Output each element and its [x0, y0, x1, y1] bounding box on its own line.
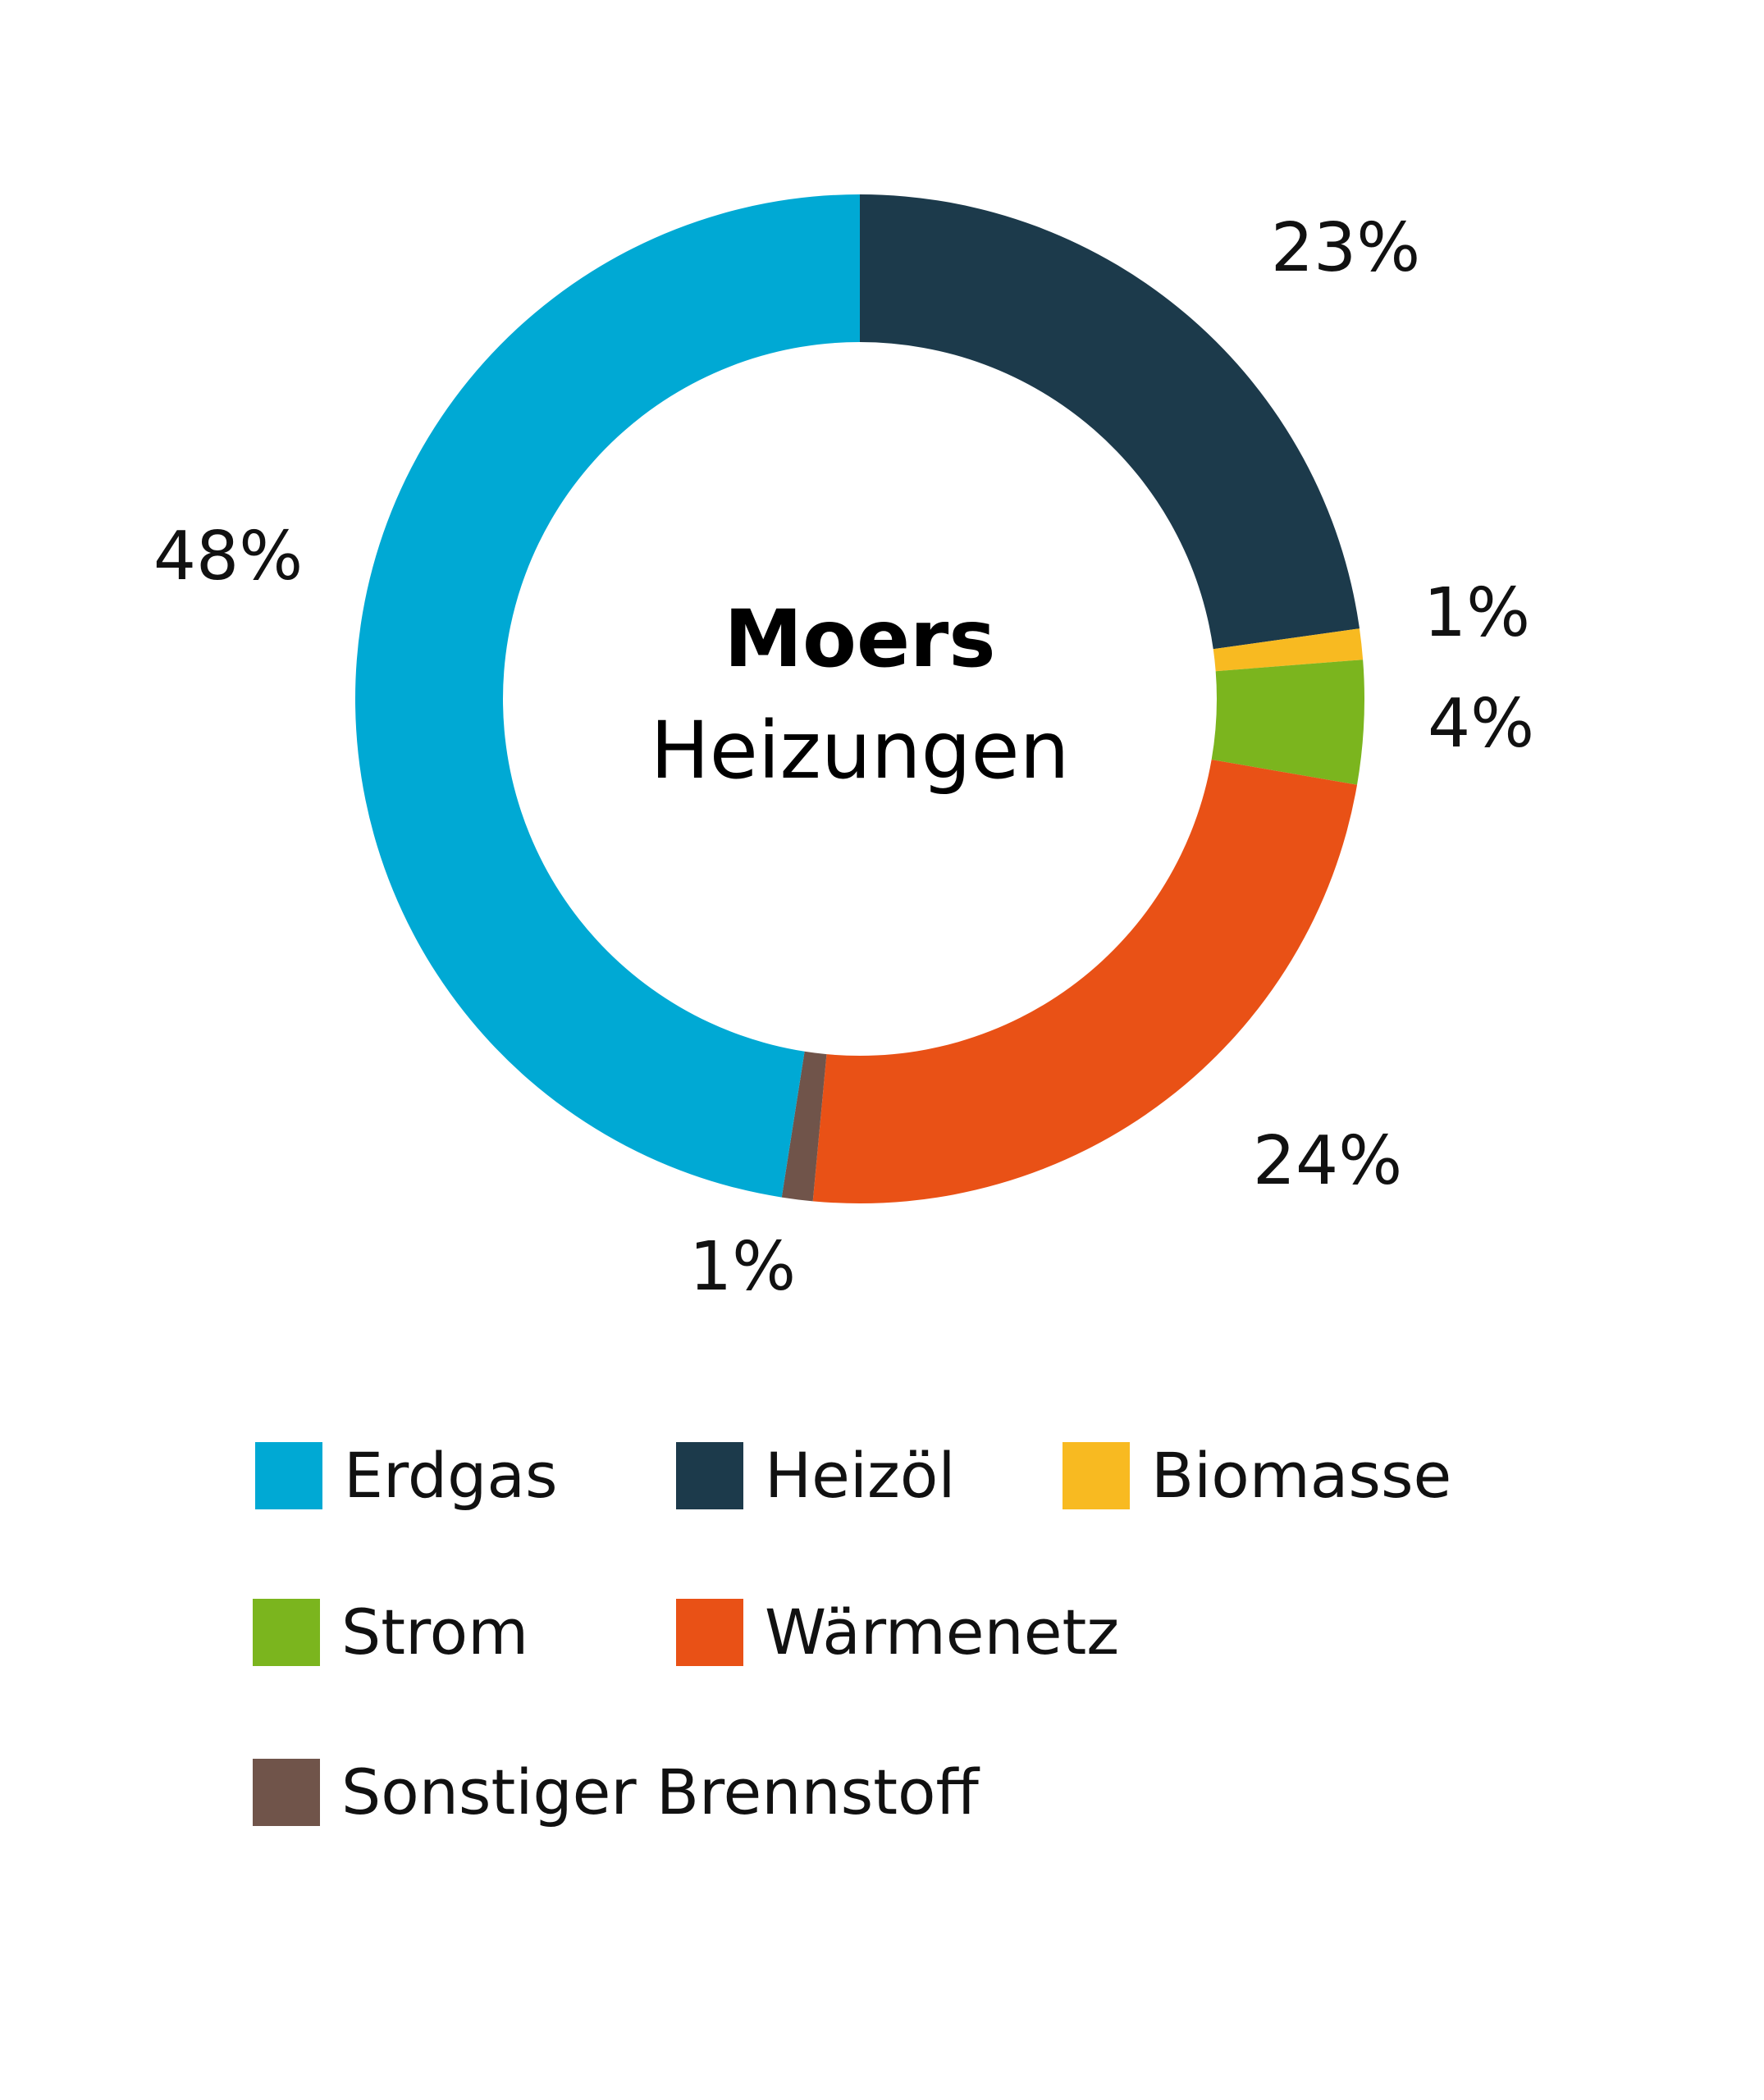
legend-item-waermenetz: Wärmenetz	[676, 1596, 1119, 1669]
slice-erdgas	[355, 194, 860, 1198]
slice-strom	[1211, 660, 1364, 785]
legend-label-waermenetz: Wärmenetz	[765, 1596, 1120, 1669]
legend-swatch-waermenetz	[676, 1598, 743, 1666]
legend-swatch-heizoel	[676, 1441, 743, 1509]
slice-heizoel	[860, 194, 1360, 650]
legend-swatch-erdgas	[255, 1441, 322, 1509]
legend-item-strom: Strom	[253, 1596, 528, 1669]
chart-title: Moers	[724, 593, 995, 685]
chart-subtitle: Heizungen	[651, 705, 1070, 797]
slice-sonstiger-brennstoff	[781, 1051, 827, 1202]
legend-swatch-sonstiger-brennstoff	[253, 1758, 320, 1826]
legend-label-strom: Strom	[341, 1596, 529, 1669]
legend-label-biomasse: Biomasse	[1151, 1439, 1452, 1512]
legend-label-heizoel: Heizöl	[765, 1439, 956, 1512]
legend-label-erdgas: Erdgas	[344, 1439, 558, 1512]
legend-item-erdgas: Erdgas	[255, 1439, 558, 1512]
label-strom: 4%	[1428, 685, 1534, 763]
legend-label-sonstiger-brennstoff: Sonstiger Brennstoff	[341, 1755, 979, 1828]
legend-swatch-biomasse	[1063, 1441, 1130, 1509]
slice-biomasse	[1213, 628, 1364, 672]
label-waermenetz: 24%	[1253, 1122, 1402, 1200]
slice-waermenetz	[812, 760, 1358, 1203]
legend-item-sonstiger-brennstoff: Sonstiger Brennstoff	[253, 1755, 979, 1828]
label-biomasse: 1%	[1424, 574, 1530, 652]
percentage-labels: 23% 1% 4% 24% 1% 48%	[153, 209, 1534, 1306]
label-heizoel: 23%	[1271, 209, 1420, 287]
legend-item-biomasse: Biomasse	[1063, 1439, 1451, 1512]
label-sonstiger-brennstoff: 1%	[689, 1228, 796, 1306]
donut-slices	[355, 194, 1364, 1203]
legend-item-heizoel: Heizöl	[676, 1439, 956, 1512]
legend-swatch-strom	[253, 1598, 320, 1666]
label-erdgas: 48%	[153, 518, 303, 596]
